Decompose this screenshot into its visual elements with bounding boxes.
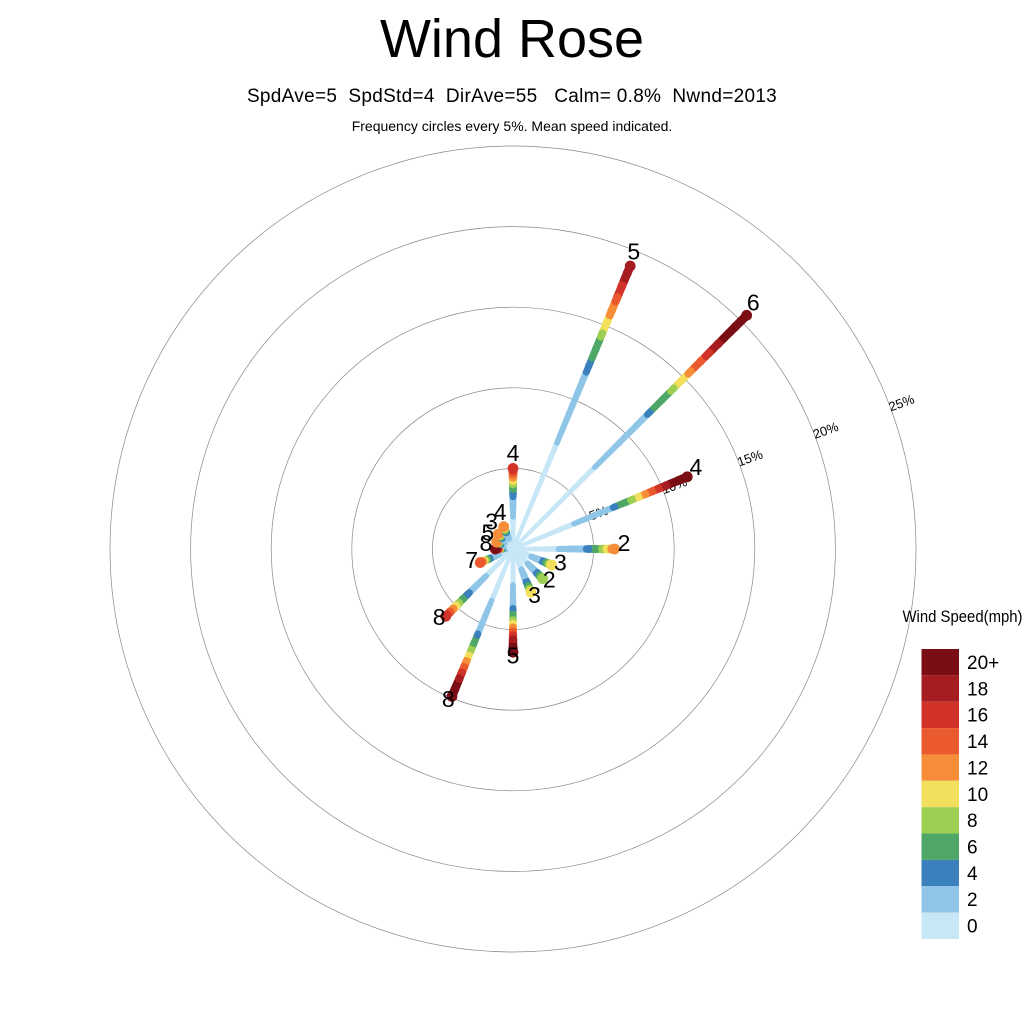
svg-text:7: 7 [465, 547, 478, 573]
svg-text:10: 10 [967, 785, 988, 806]
svg-text:6: 6 [967, 838, 978, 859]
svg-text:2: 2 [967, 890, 978, 911]
svg-text:20+: 20+ [967, 653, 999, 674]
svg-text:12: 12 [967, 758, 988, 779]
svg-text:2: 2 [618, 530, 631, 556]
svg-text:5: 5 [627, 238, 640, 264]
svg-text:4: 4 [494, 499, 507, 525]
svg-text:0: 0 [967, 917, 978, 938]
svg-text:8: 8 [442, 686, 455, 712]
svg-text:16: 16 [967, 706, 988, 727]
svg-text:14: 14 [967, 732, 989, 753]
svg-text:4: 4 [507, 440, 520, 466]
svg-text:8: 8 [433, 604, 446, 630]
svg-text:15%: 15% [735, 446, 765, 469]
svg-text:4: 4 [690, 454, 703, 480]
svg-text:20%: 20% [811, 419, 841, 442]
svg-text:Wind Speed(mph): Wind Speed(mph) [903, 607, 1023, 626]
svg-text:8: 8 [967, 811, 978, 832]
svg-text:2: 2 [543, 566, 556, 592]
svg-text:6: 6 [747, 290, 760, 316]
svg-text:18: 18 [967, 679, 988, 700]
svg-text:3: 3 [528, 582, 541, 608]
svg-text:5: 5 [507, 643, 520, 669]
svg-text:25%: 25% [887, 391, 917, 414]
svg-text:4: 4 [967, 864, 978, 885]
svg-text:3: 3 [554, 550, 567, 576]
